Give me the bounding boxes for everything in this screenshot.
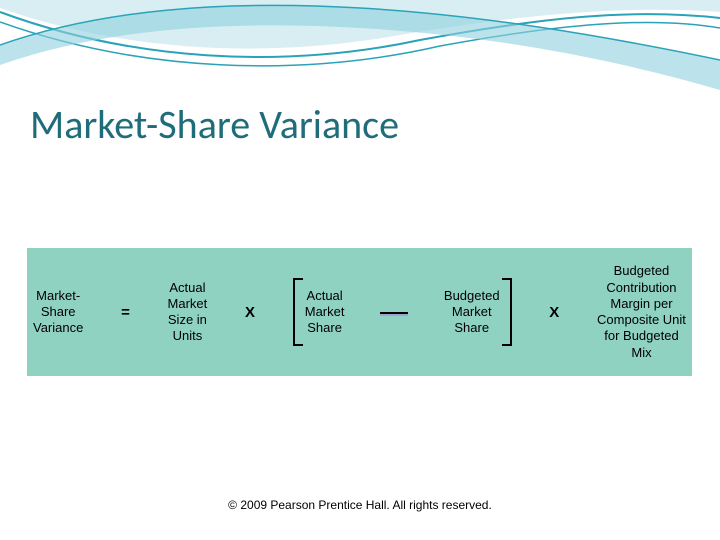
op-minus	[380, 303, 408, 321]
op-times-1: X	[243, 304, 257, 321]
term-budgeted-share: Budgeted Market Share	[444, 288, 500, 337]
term-lhs: Market- Share Variance	[33, 288, 83, 337]
bracket-right-icon	[502, 278, 512, 346]
bracket-group-actual: Actual Market Share	[293, 278, 345, 346]
wave-decoration	[0, 0, 720, 90]
op-times-2: X	[547, 304, 561, 321]
term-market-size: Actual Market Size in Units	[168, 280, 208, 345]
term-actual-share: Actual Market Share	[305, 288, 345, 337]
term-margin: Budgeted Contribution Margin per Composi…	[597, 263, 686, 361]
formula-band: Market- Share Variance = Actual Market S…	[27, 248, 692, 376]
op-equals: =	[119, 304, 132, 321]
footer-copyright: © 2009 Pearson Prentice Hall. All rights…	[0, 498, 720, 512]
slide-title: Market-Share Variance	[30, 100, 399, 149]
bracket-group-budgeted: Budgeted Market Share	[444, 278, 512, 346]
bracket-left-icon	[293, 278, 303, 346]
